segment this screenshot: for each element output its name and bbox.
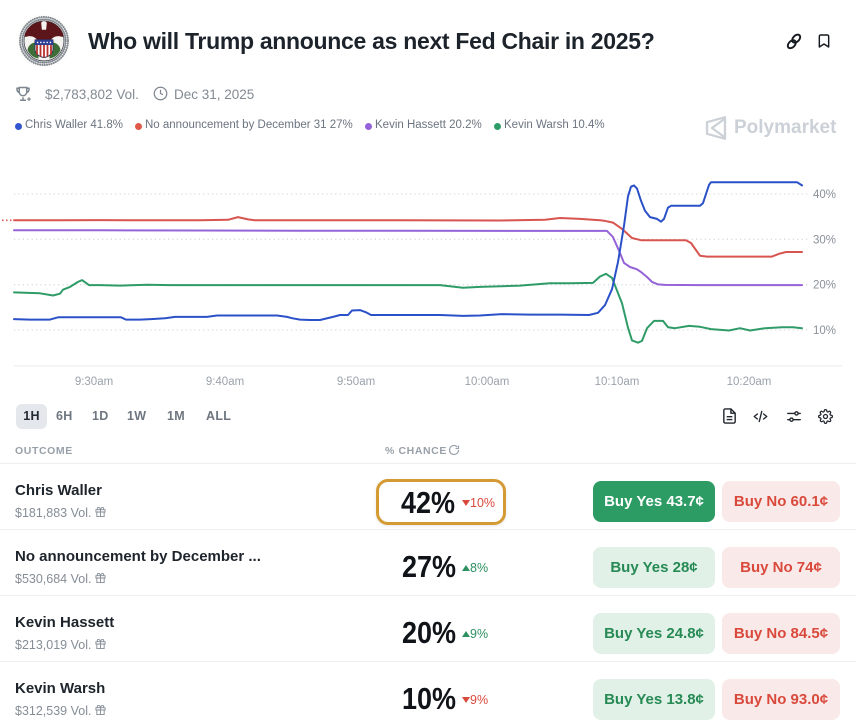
svg-text:20%: 20% bbox=[813, 280, 836, 292]
svg-text:40%: 40% bbox=[813, 189, 836, 201]
svg-text:10:00am: 10:00am bbox=[465, 376, 510, 388]
svg-text:30%: 30% bbox=[813, 234, 836, 246]
svg-text:10:10am: 10:10am bbox=[595, 376, 640, 388]
svg-text:9:40am: 9:40am bbox=[206, 376, 244, 388]
svg-text:10%: 10% bbox=[813, 325, 836, 337]
svg-text:10:20am: 10:20am bbox=[727, 376, 772, 388]
svg-text:9:30am: 9:30am bbox=[75, 376, 113, 388]
svg-text:9:50am: 9:50am bbox=[337, 376, 375, 388]
